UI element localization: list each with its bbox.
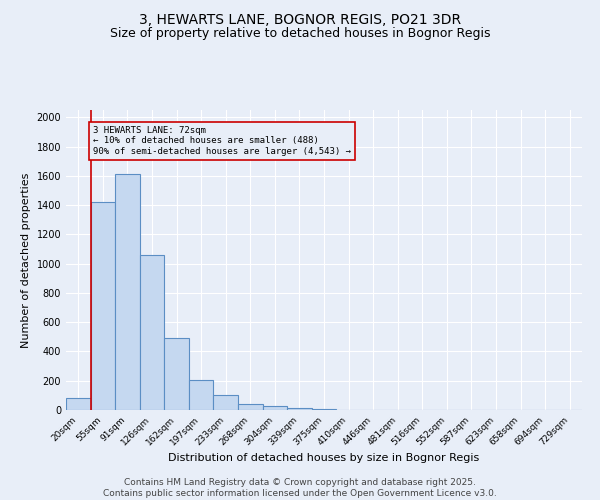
Bar (140, 255, 164, 410)
Text: Contains HM Land Registry data © Crown copyright and database right 2025.
Contai: Contains HM Land Registry data © Crown c… (103, 478, 497, 498)
Bar (115, 174, 140, 410)
Bar (287, 408, 312, 410)
X-axis label: Distribution of detached houses by size in Bognor Regis: Distribution of detached houses by size … (169, 452, 479, 462)
Bar (312, 409, 336, 410)
Text: Size of property relative to detached houses in Bognor Regis: Size of property relative to detached ho… (110, 28, 490, 40)
Bar (263, 406, 287, 410)
Text: 3 HEWARTS LANE: 72sqm
← 10% of detached houses are smaller (488)
90% of semi-det: 3 HEWARTS LANE: 72sqm ← 10% of detached … (93, 126, 351, 156)
Y-axis label: Number of detached properties: Number of detached properties (21, 172, 31, 348)
Bar (164, 338, 189, 410)
Bar (214, 394, 238, 410)
Bar (189, 380, 214, 410)
Text: 3, HEWARTS LANE, BOGNOR REGIS, PO21 3DR: 3, HEWARTS LANE, BOGNOR REGIS, PO21 3DR (139, 12, 461, 26)
Bar (66, 398, 91, 410)
Bar (238, 404, 263, 410)
Bar (91, 202, 115, 410)
